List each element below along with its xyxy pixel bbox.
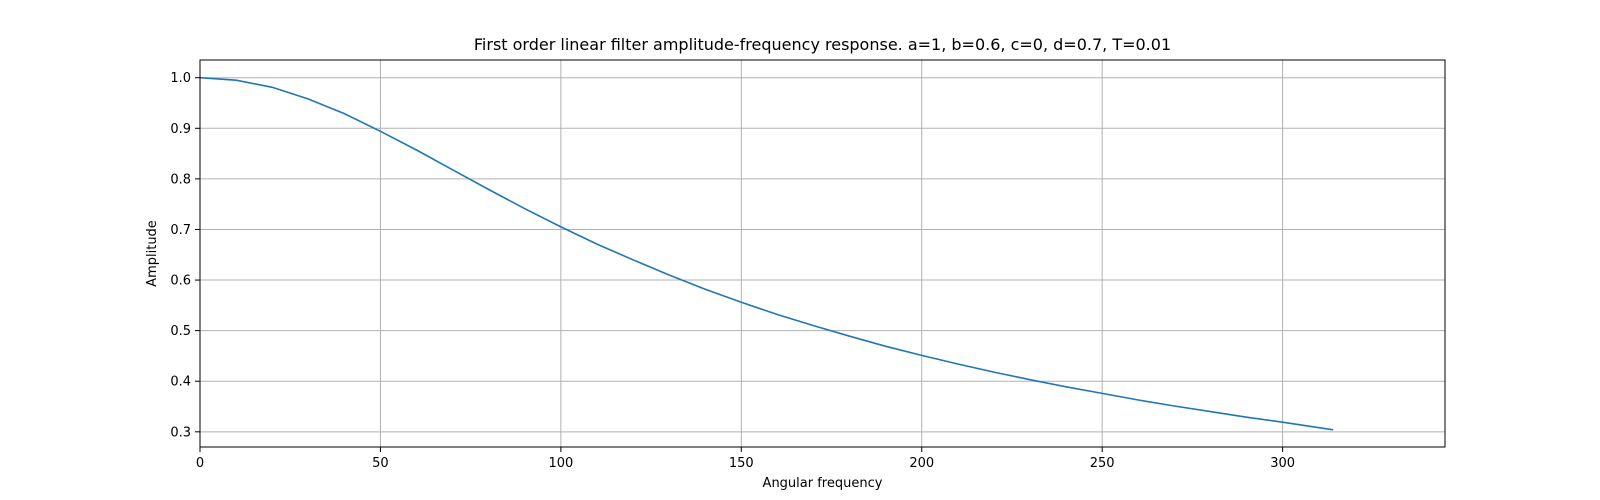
amplitude-series-line (199, 76, 1334, 431)
plot-frame (199, 59, 1446, 448)
y-tick-label: 0.8 (170, 172, 191, 187)
x-axis-label: Angular frequency (763, 476, 883, 491)
chart-title: First order linear filter amplitude-freq… (474, 35, 1171, 54)
x-tick-label: 250 (1090, 456, 1115, 471)
x-axis-ticks: 0 50 100 150 200 250 300 (196, 447, 1295, 471)
x-tick-label: 50 (372, 456, 389, 471)
y-axis-ticks: 0.3 0.4 0.5 0.6 0.7 0.8 0.9 1.0 (170, 71, 200, 440)
x-tick-label: 200 (909, 456, 934, 471)
x-tick-label: 300 (1270, 456, 1295, 471)
x-tick-label: 100 (548, 456, 573, 471)
y-tick-label: 0.3 (170, 425, 191, 440)
y-tick-label: 1.0 (170, 71, 191, 86)
y-tick-label: 0.7 (170, 223, 191, 238)
grid (199, 60, 1445, 447)
x-tick-label: 0 (196, 456, 204, 471)
x-tick-label: 150 (729, 456, 754, 471)
y-tick-label: 0.5 (170, 324, 191, 339)
y-tick-label: 0.6 (170, 274, 191, 289)
y-tick-label: 0.9 (170, 122, 191, 137)
y-axis-label: Amplitude (145, 220, 160, 287)
y-tick-label: 0.4 (170, 375, 191, 390)
